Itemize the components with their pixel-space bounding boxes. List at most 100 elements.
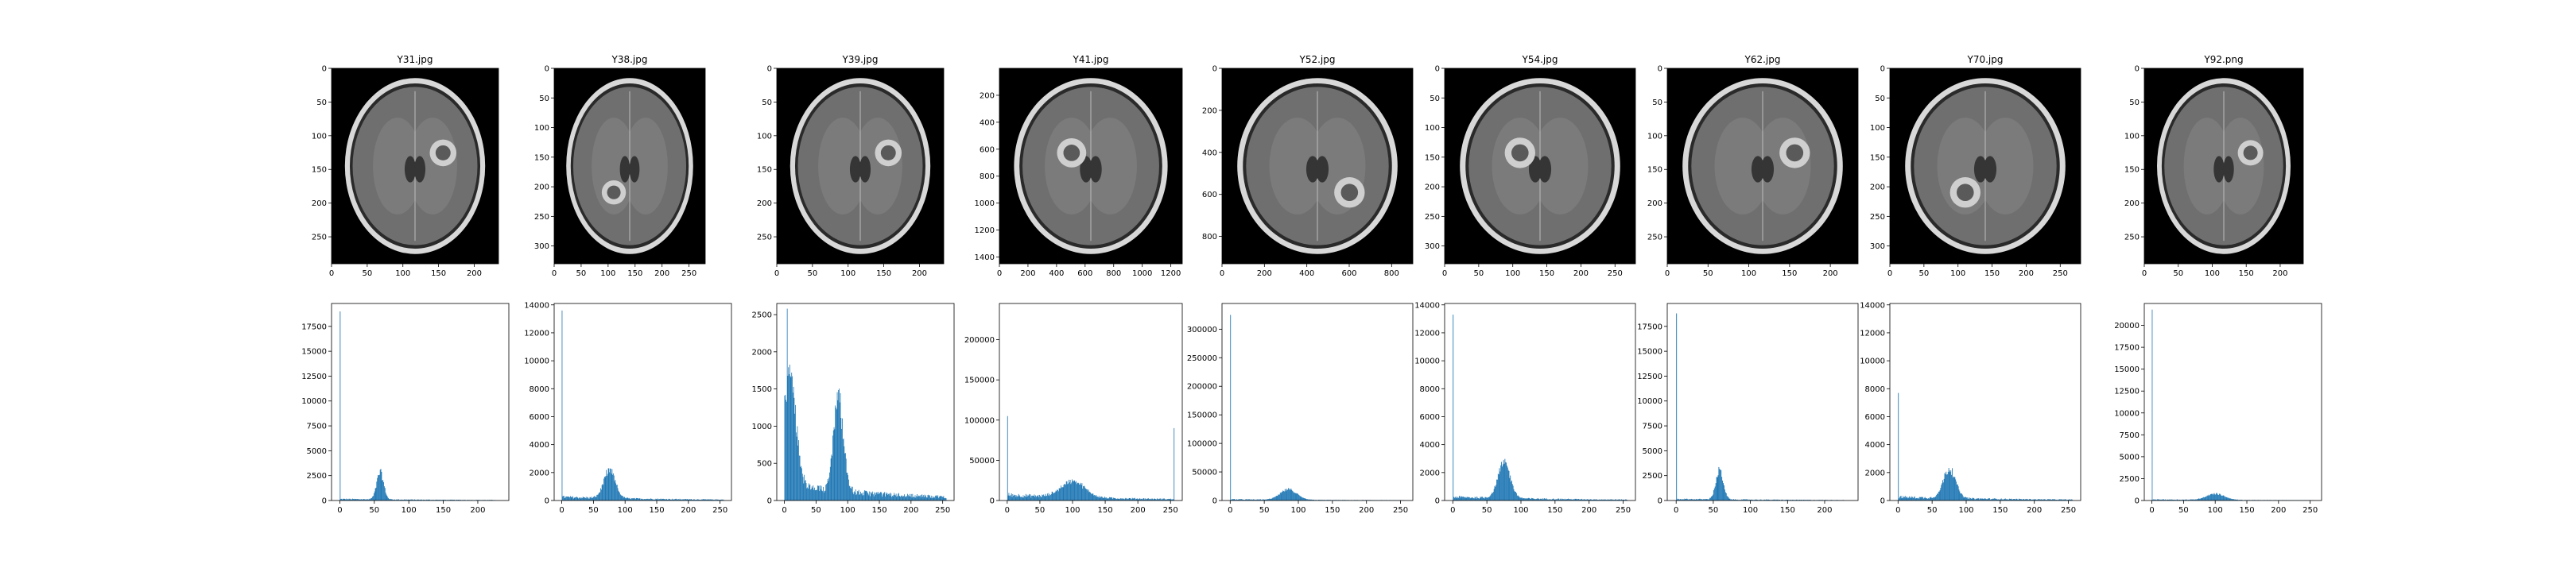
histogram-bar <box>1676 313 1678 500</box>
histogram-bar <box>607 473 608 500</box>
y-tick-label: 12000 <box>1860 329 1885 338</box>
histogram-bar <box>2023 498 2024 500</box>
histogram-bar <box>1007 495 1009 500</box>
y-tick-label: 0 <box>545 65 549 74</box>
histogram-bar <box>370 497 372 500</box>
histogram-bar <box>860 491 861 500</box>
y-tick-label: 17500 <box>301 323 327 331</box>
histogram-bar <box>829 466 831 500</box>
histogram-bar <box>1542 498 1544 500</box>
x-tick-label: 100 <box>2205 269 2220 278</box>
histogram-bar <box>881 493 883 500</box>
histogram-bar <box>1530 497 1532 500</box>
histogram-bar <box>1036 496 1038 500</box>
histogram-bar <box>828 477 830 500</box>
x-tick-label: 200 <box>2019 269 2034 278</box>
histogram-bar <box>586 498 588 500</box>
histogram-bar <box>1065 485 1066 500</box>
histogram-bar <box>1022 497 1023 500</box>
histogram-bar <box>708 499 709 500</box>
x-tick-label: 150 <box>1780 506 1795 515</box>
histogram-bar <box>833 427 835 500</box>
histogram-bar <box>1915 498 1916 500</box>
histogram-bar <box>789 364 790 500</box>
histogram-bar <box>1949 470 1950 500</box>
histogram-bar <box>1928 498 1930 500</box>
histogram-plot-area <box>2144 303 2322 500</box>
y-tick-label: 5000 <box>1643 447 1662 456</box>
histogram-bar <box>1057 491 1059 500</box>
histogram-bar <box>884 492 886 500</box>
y-tick-label: 200 <box>1647 199 1662 208</box>
histogram-bar <box>894 494 895 500</box>
lesion-core <box>880 145 896 160</box>
histogram-bar <box>1521 497 1523 500</box>
histogram-bar <box>1115 498 1117 500</box>
histogram-bar <box>2200 498 2202 500</box>
histogram-panel-1: 0 50 100 150 200 0 2500 5000 7500 10000 12500 15000… <box>301 303 510 515</box>
histogram-bar <box>2004 498 2006 500</box>
histogram-bar <box>1064 484 1065 500</box>
histogram-bar <box>1296 493 1298 500</box>
histogram-bar <box>624 497 626 500</box>
histogram-bar <box>907 494 909 500</box>
histogram-bar <box>697 499 699 500</box>
ventricle-left <box>619 156 630 183</box>
histogram-bar <box>1303 497 1305 500</box>
histogram-bar <box>1981 498 1983 500</box>
histogram-bar <box>1702 499 1704 500</box>
histogram-axes-frame <box>1221 303 1414 501</box>
mri-image-panel-8: Y70.jpg 0 50 100 150 200 250 0 50 100 150 200 250 300 <box>1870 54 2081 278</box>
histogram-bar <box>1069 479 1071 500</box>
histogram-plot-area <box>999 303 1182 500</box>
histogram-bar <box>1046 493 1048 500</box>
x-tick-label: 150 <box>1984 269 2000 278</box>
y-tick-label: 7500 <box>1643 423 1662 431</box>
histogram-bar <box>619 493 620 500</box>
histogram-bar <box>925 497 927 500</box>
histogram-bar <box>1953 476 1954 500</box>
histogram-bar <box>1260 499 1261 500</box>
histogram-bar <box>1703 499 1705 500</box>
histogram-bar <box>1937 493 1938 500</box>
histogram-bar <box>1074 481 1076 500</box>
image-axes-frame <box>1889 68 2081 265</box>
histogram-bar <box>1096 495 1097 500</box>
histogram-bar <box>383 481 384 500</box>
histogram-bar <box>1158 498 1160 500</box>
histogram-bar <box>701 499 703 500</box>
histogram-bar <box>2028 499 2030 500</box>
histogram-bar <box>696 499 698 500</box>
histogram-bar <box>617 488 619 500</box>
y-tick-label: 1500 <box>752 385 772 394</box>
histogram-bar <box>1131 499 1132 500</box>
y-tick-label: 400 <box>1202 149 1217 157</box>
histogram-bar <box>1516 495 1518 500</box>
y-tick-label: 5000 <box>307 447 327 456</box>
histogram-bar <box>1011 497 1013 500</box>
histogram-bar <box>1575 498 1577 500</box>
x-tick-label: 200 <box>1823 269 1838 278</box>
histogram-bar <box>1061 487 1062 500</box>
histogram-bar <box>1478 498 1480 500</box>
histogram-bar <box>1485 497 1487 500</box>
histogram-bar <box>2019 499 2021 500</box>
y-tick-label: 250 <box>1425 213 1440 222</box>
histogram-bar <box>1286 489 1288 500</box>
histogram-bar <box>715 499 716 500</box>
x-tick-label: 200 <box>912 269 927 278</box>
y-tick-label: 7500 <box>2120 431 2140 440</box>
brain-hemisphere-left <box>2183 118 2231 214</box>
histogram-bar <box>1995 498 1996 500</box>
histogram-bar <box>1514 491 1515 500</box>
histogram-bar <box>1698 499 1700 500</box>
y-tick-label: 50 <box>1652 99 1662 107</box>
histogram-bar <box>1482 497 1483 500</box>
histogram-bar <box>1904 496 1906 500</box>
histogram-bar <box>910 496 911 500</box>
histogram-bar <box>561 310 563 500</box>
histogram-bar <box>1289 489 1290 500</box>
histogram-bar <box>1465 497 1466 500</box>
histogram-bar <box>663 499 665 500</box>
histogram-bar <box>1924 497 1926 500</box>
